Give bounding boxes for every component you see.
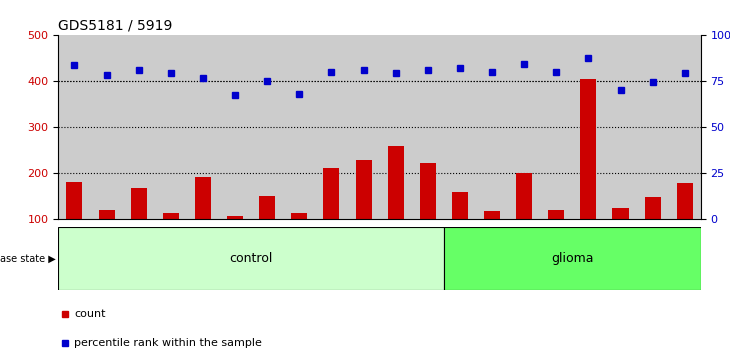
Bar [388, 146, 404, 266]
Bar [219, 35, 251, 219]
Bar [283, 35, 315, 219]
Bar [484, 211, 500, 266]
Bar [572, 35, 604, 219]
Bar [669, 35, 701, 219]
Bar [99, 210, 115, 266]
Text: disease state ▶: disease state ▶ [0, 253, 55, 263]
Bar [637, 35, 669, 219]
Text: percentile rank within the sample: percentile rank within the sample [74, 338, 262, 348]
Bar [323, 168, 339, 266]
Bar [291, 212, 307, 266]
Bar [516, 172, 532, 266]
Bar [227, 216, 243, 266]
Bar [91, 35, 123, 219]
Bar [476, 35, 508, 219]
Text: count: count [74, 309, 106, 319]
FancyBboxPatch shape [58, 227, 444, 290]
Bar [420, 163, 436, 266]
Bar [356, 160, 372, 266]
Bar [548, 210, 564, 266]
FancyBboxPatch shape [444, 227, 701, 290]
Bar [412, 35, 444, 219]
Text: control: control [229, 252, 273, 265]
Bar [540, 35, 572, 219]
Bar [195, 177, 211, 266]
Bar [187, 35, 219, 219]
Bar [645, 198, 661, 266]
Bar [580, 79, 596, 266]
Bar [123, 35, 155, 219]
Bar [163, 212, 179, 266]
Bar [259, 196, 275, 266]
Bar [452, 192, 468, 266]
Bar [612, 208, 629, 266]
Bar [251, 35, 283, 219]
Bar [131, 188, 147, 266]
Bar [58, 35, 91, 219]
Text: GDS5181 / 5919: GDS5181 / 5919 [58, 19, 173, 33]
Bar [444, 35, 476, 219]
Bar [677, 183, 693, 266]
Bar [66, 182, 82, 266]
Bar [380, 35, 412, 219]
Bar [508, 35, 540, 219]
Bar [315, 35, 347, 219]
Bar [604, 35, 637, 219]
Text: glioma: glioma [551, 252, 593, 265]
Bar [347, 35, 380, 219]
Bar [155, 35, 187, 219]
